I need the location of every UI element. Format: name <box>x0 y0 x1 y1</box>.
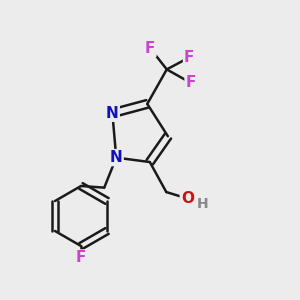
Text: O: O <box>181 190 194 206</box>
Text: F: F <box>186 75 196 90</box>
Text: N: N <box>110 150 123 165</box>
Text: N: N <box>106 106 119 121</box>
Text: F: F <box>76 250 86 266</box>
Text: H: H <box>196 197 208 211</box>
Text: F: F <box>145 41 155 56</box>
Text: F: F <box>184 50 194 65</box>
